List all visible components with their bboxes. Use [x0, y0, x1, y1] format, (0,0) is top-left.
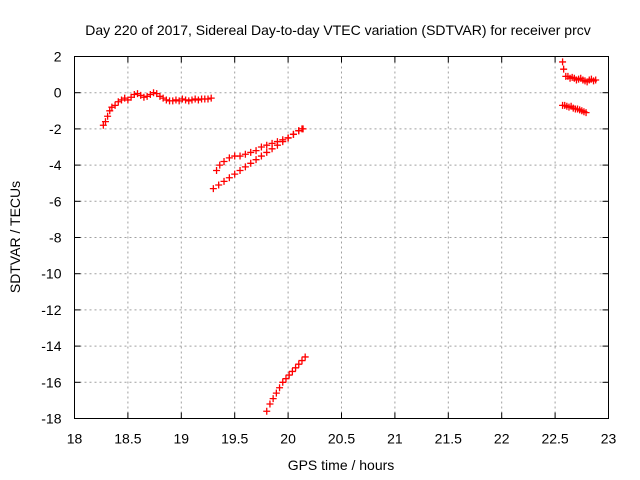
data-point — [209, 185, 217, 193]
data-point — [282, 375, 290, 383]
data-point — [241, 150, 249, 158]
data-point — [276, 384, 284, 392]
data-point — [295, 360, 303, 368]
data-point — [295, 127, 303, 135]
y-tick-label: -10 — [41, 266, 61, 282]
data-point — [273, 141, 281, 149]
data-point — [263, 407, 271, 415]
data-point — [140, 93, 148, 101]
data-point — [236, 167, 244, 175]
x-tick-label: 21.5 — [435, 431, 462, 447]
x-axis-tick-labels: 18 18.5 19 19.5 20 20.5 21 21.5 22 22.5 23 — [67, 431, 617, 447]
x-tick-label: 22.5 — [541, 431, 568, 447]
data-point — [582, 109, 590, 117]
data-point — [213, 167, 221, 175]
data-point — [269, 395, 277, 403]
data-point — [204, 95, 212, 103]
data-point — [216, 161, 224, 169]
grid-lines — [74, 56, 609, 419]
data-point — [130, 91, 138, 99]
data-point — [194, 96, 202, 104]
data-points — [99, 58, 600, 415]
data-point — [220, 157, 228, 165]
x-tick-label: 22 — [494, 431, 510, 447]
y-axis-label: SDTVAR / TECUs — [7, 181, 23, 293]
chart-title: Day 220 of 2017, Sidereal Day-to-day VTE… — [85, 22, 591, 38]
data-point — [257, 152, 265, 160]
data-point — [101, 118, 109, 126]
data-point — [150, 89, 158, 97]
data-point — [288, 367, 296, 375]
data-point — [298, 357, 306, 365]
data-point — [169, 97, 177, 105]
data-point — [207, 94, 215, 102]
data-point — [560, 65, 568, 73]
data-point — [592, 76, 600, 84]
data-point — [266, 400, 274, 408]
axis-ticks — [74, 56, 609, 419]
data-point — [292, 364, 300, 372]
data-point — [220, 177, 228, 185]
y-tick-label: -18 — [41, 411, 61, 427]
data-point — [301, 353, 309, 361]
data-point — [289, 130, 297, 138]
x-tick-label: 20 — [280, 431, 296, 447]
y-axis-tick-labels: 2 0 -2 -4 -6 -8 -10 -12 -14 -16 -18 — [41, 49, 61, 427]
data-point — [279, 138, 287, 146]
data-point — [263, 148, 271, 156]
data-point — [257, 143, 265, 151]
data-point — [111, 101, 119, 109]
y-tick-label: -14 — [41, 338, 61, 354]
y-tick-label: -4 — [49, 157, 62, 173]
y-tick-label: -16 — [41, 374, 61, 390]
y-tick-label: 2 — [54, 49, 62, 65]
data-point — [279, 378, 287, 386]
x-tick-label: 23 — [601, 431, 617, 447]
data-point — [284, 134, 292, 142]
y-tick-label: -6 — [49, 193, 62, 209]
data-point — [185, 97, 193, 105]
y-tick-label: -2 — [49, 121, 62, 137]
data-point — [252, 156, 260, 164]
data-point — [247, 159, 255, 167]
x-tick-label: 21 — [387, 431, 403, 447]
data-point — [191, 95, 199, 103]
data-point — [182, 96, 190, 104]
data-point — [241, 163, 249, 171]
data-point — [162, 96, 170, 104]
data-point — [231, 170, 239, 178]
data-point — [263, 141, 271, 149]
data-point — [188, 96, 196, 104]
data-point — [172, 96, 180, 104]
data-point — [178, 95, 186, 103]
data-point — [104, 112, 112, 120]
data-point — [215, 181, 223, 189]
data-point — [236, 152, 244, 160]
x-tick-label: 20.5 — [328, 431, 355, 447]
data-point — [99, 121, 107, 129]
x-tick-label: 18.5 — [114, 431, 141, 447]
data-point — [299, 125, 307, 133]
data-point — [247, 148, 255, 156]
data-point — [225, 174, 233, 182]
x-tick-label: 19.5 — [221, 431, 248, 447]
data-point — [272, 389, 280, 397]
y-tick-label: -8 — [49, 230, 62, 246]
x-axis-label: GPS time / hours — [288, 457, 395, 473]
data-point — [106, 107, 114, 115]
data-point — [252, 147, 260, 155]
y-tick-label: 0 — [54, 85, 62, 101]
x-tick-label: 18 — [67, 431, 83, 447]
data-point — [559, 58, 567, 66]
data-point — [285, 371, 293, 379]
data-point — [268, 145, 276, 153]
x-tick-label: 19 — [174, 431, 190, 447]
y-tick-label: -12 — [41, 302, 61, 318]
data-point — [225, 154, 233, 162]
